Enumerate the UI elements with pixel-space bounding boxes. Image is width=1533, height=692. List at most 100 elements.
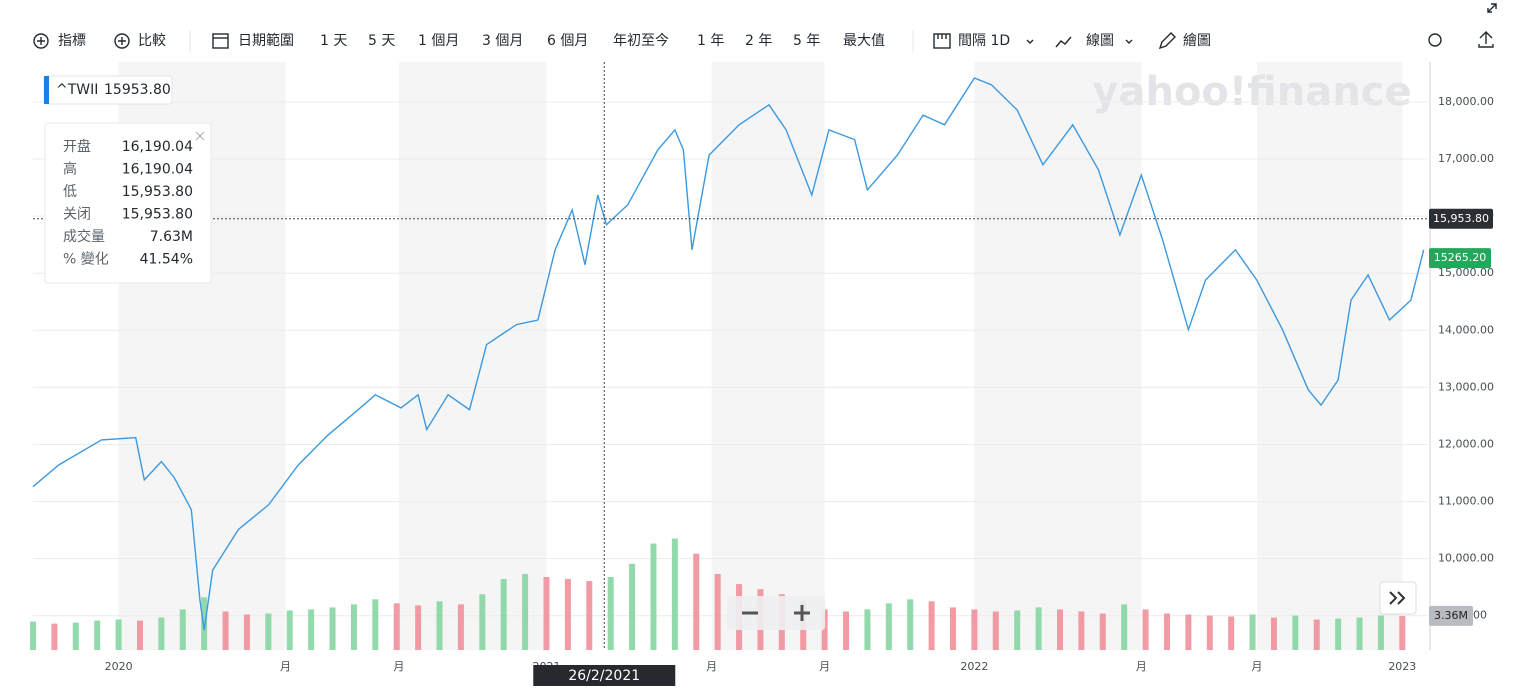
volume-bar	[243, 614, 250, 650]
toolbar-icons	[33, 3, 1497, 50]
toolbar-item[interactable]: 日期範圍	[238, 32, 294, 49]
toolbar-item[interactable]: 指標	[58, 33, 86, 49]
toolbar-item[interactable]: 5 天	[368, 33, 395, 49]
zoom-controls[interactable]	[727, 596, 825, 630]
volume-bar	[1249, 614, 1256, 650]
volume-bar	[564, 579, 571, 650]
toolbar-item[interactable]: 1 個月	[418, 33, 459, 49]
volume-bar	[393, 603, 400, 650]
crosshair-date: 26/2/2021	[568, 668, 640, 684]
volume-bar	[1142, 609, 1149, 650]
legend-swatch	[44, 76, 49, 104]
volume-bar	[1356, 617, 1363, 650]
toolbar-item[interactable]: 1 年	[697, 33, 724, 49]
volume-bar	[115, 619, 122, 650]
x-tick-label: 2020	[105, 660, 133, 673]
toolbar-item[interactable]: 繪圖	[1183, 32, 1211, 49]
watermark: yahoo!finance	[1092, 69, 1411, 115]
period-band	[1256, 62, 1403, 650]
toolbar-item[interactable]: 3 個月	[482, 33, 523, 49]
volume-bar	[1335, 618, 1342, 650]
toolbar-item[interactable]: 2 年	[745, 33, 772, 49]
x-tick-label: 月	[280, 660, 291, 673]
scroll-right[interactable]	[1379, 581, 1417, 615]
toolbar-item[interactable]: 5 年	[793, 33, 820, 49]
y-tick-label: 17,000.00	[1438, 152, 1494, 165]
volume-bar	[1163, 613, 1170, 650]
y-tick-label: 10,000.00	[1438, 552, 1494, 565]
tooltip-rows: 开盘 16,190.04 高 16,190.04 低 15,953.80 关闭 15,953.…	[63, 138, 193, 268]
x-tick-label: 2023	[1388, 660, 1416, 673]
volume-bar	[51, 623, 58, 650]
volume-bar	[136, 620, 143, 650]
tooltip-value: 7.63M	[150, 229, 193, 245]
volume-bar	[1099, 613, 1106, 650]
x-tick-label: 月	[393, 660, 404, 673]
price-line	[32, 77, 1425, 631]
tooltip-label: 关闭	[63, 207, 91, 223]
volume-bar	[1121, 604, 1128, 650]
volume-bar	[992, 611, 999, 650]
volume-bar	[329, 607, 336, 650]
scroll-icon	[1389, 591, 1406, 605]
volume-bar	[714, 573, 721, 650]
volume-bar	[158, 617, 165, 650]
toolbar-item[interactable]: 年初至今	[613, 32, 669, 49]
volume-bar	[821, 609, 828, 650]
tooltip-value: 16,190.04	[122, 139, 193, 155]
y-tick-label: 11,000.00	[1438, 495, 1494, 508]
volume-bar	[971, 609, 978, 650]
toolbar-item[interactable]: 1 天	[320, 33, 347, 49]
y-tick-label: 14,000.00	[1438, 323, 1494, 336]
volume-bar	[500, 579, 507, 650]
volume-bar	[372, 599, 379, 650]
period-band	[398, 62, 547, 650]
period-band	[711, 62, 825, 650]
volume-bar	[1185, 614, 1192, 650]
last-price-box	[1429, 248, 1491, 269]
y-tick-label: 13,000.00	[1438, 380, 1494, 393]
x-tick-label: 月	[1251, 660, 1262, 673]
volume-bar	[1270, 617, 1277, 650]
tooltip-value: 41.54%	[140, 252, 193, 268]
volume-bar	[1014, 610, 1021, 650]
crosshair-date-box	[533, 665, 676, 686]
tooltip-label: 成交量	[63, 228, 105, 245]
volume-bar	[607, 577, 614, 650]
volume-bar	[265, 613, 272, 650]
volume-bar	[222, 611, 229, 650]
volume-bar	[950, 607, 957, 650]
y-tick-label: 18,000.00	[1438, 95, 1494, 108]
toolbar-item[interactable]: 6 個月	[547, 33, 588, 49]
crosshair-price: 15,953.80	[1433, 212, 1489, 225]
volume-bar	[629, 563, 636, 650]
volume-bar	[350, 604, 357, 650]
volume-bar	[286, 610, 293, 650]
volume-bar	[543, 577, 550, 650]
x-tick-label: 月	[1136, 660, 1147, 673]
zoom-icons	[742, 605, 810, 621]
volume-bar	[30, 621, 36, 650]
legend-symbol: ^TWII	[56, 82, 98, 98]
toolbar-item[interactable]: 間隔 1D	[958, 33, 1010, 49]
volume-bar	[843, 611, 850, 650]
volume-bar	[586, 581, 593, 650]
y-tick-label: 15,000.00	[1438, 266, 1494, 279]
tooltip-value: 15,953.80	[122, 184, 193, 200]
toolbar: 指標 比較 日期範圍 1 天 5 天 1 個月 3 個月 6 個月 年初至今 1 年 2 年 5 年 最…	[58, 32, 1211, 49]
volume-bar	[1313, 619, 1320, 650]
toolbar-item[interactable]: 比較	[138, 33, 166, 49]
toolbar-item[interactable]: 最大值	[843, 33, 885, 49]
y-tick-label: 12,000.00	[1438, 437, 1494, 450]
tooltip-label: 低	[63, 184, 77, 200]
volume-bar	[308, 609, 315, 650]
volume-bar	[72, 622, 79, 650]
tooltip-value: 15,953.80	[122, 207, 193, 223]
last-volume-box	[1429, 605, 1473, 626]
volume-bar	[1035, 607, 1042, 650]
toolbar-item[interactable]: 線圖	[1086, 33, 1114, 49]
volume-bar	[671, 538, 678, 650]
tooltip-close[interactable]	[195, 131, 205, 141]
last-price: 15265.20	[1434, 251, 1487, 264]
